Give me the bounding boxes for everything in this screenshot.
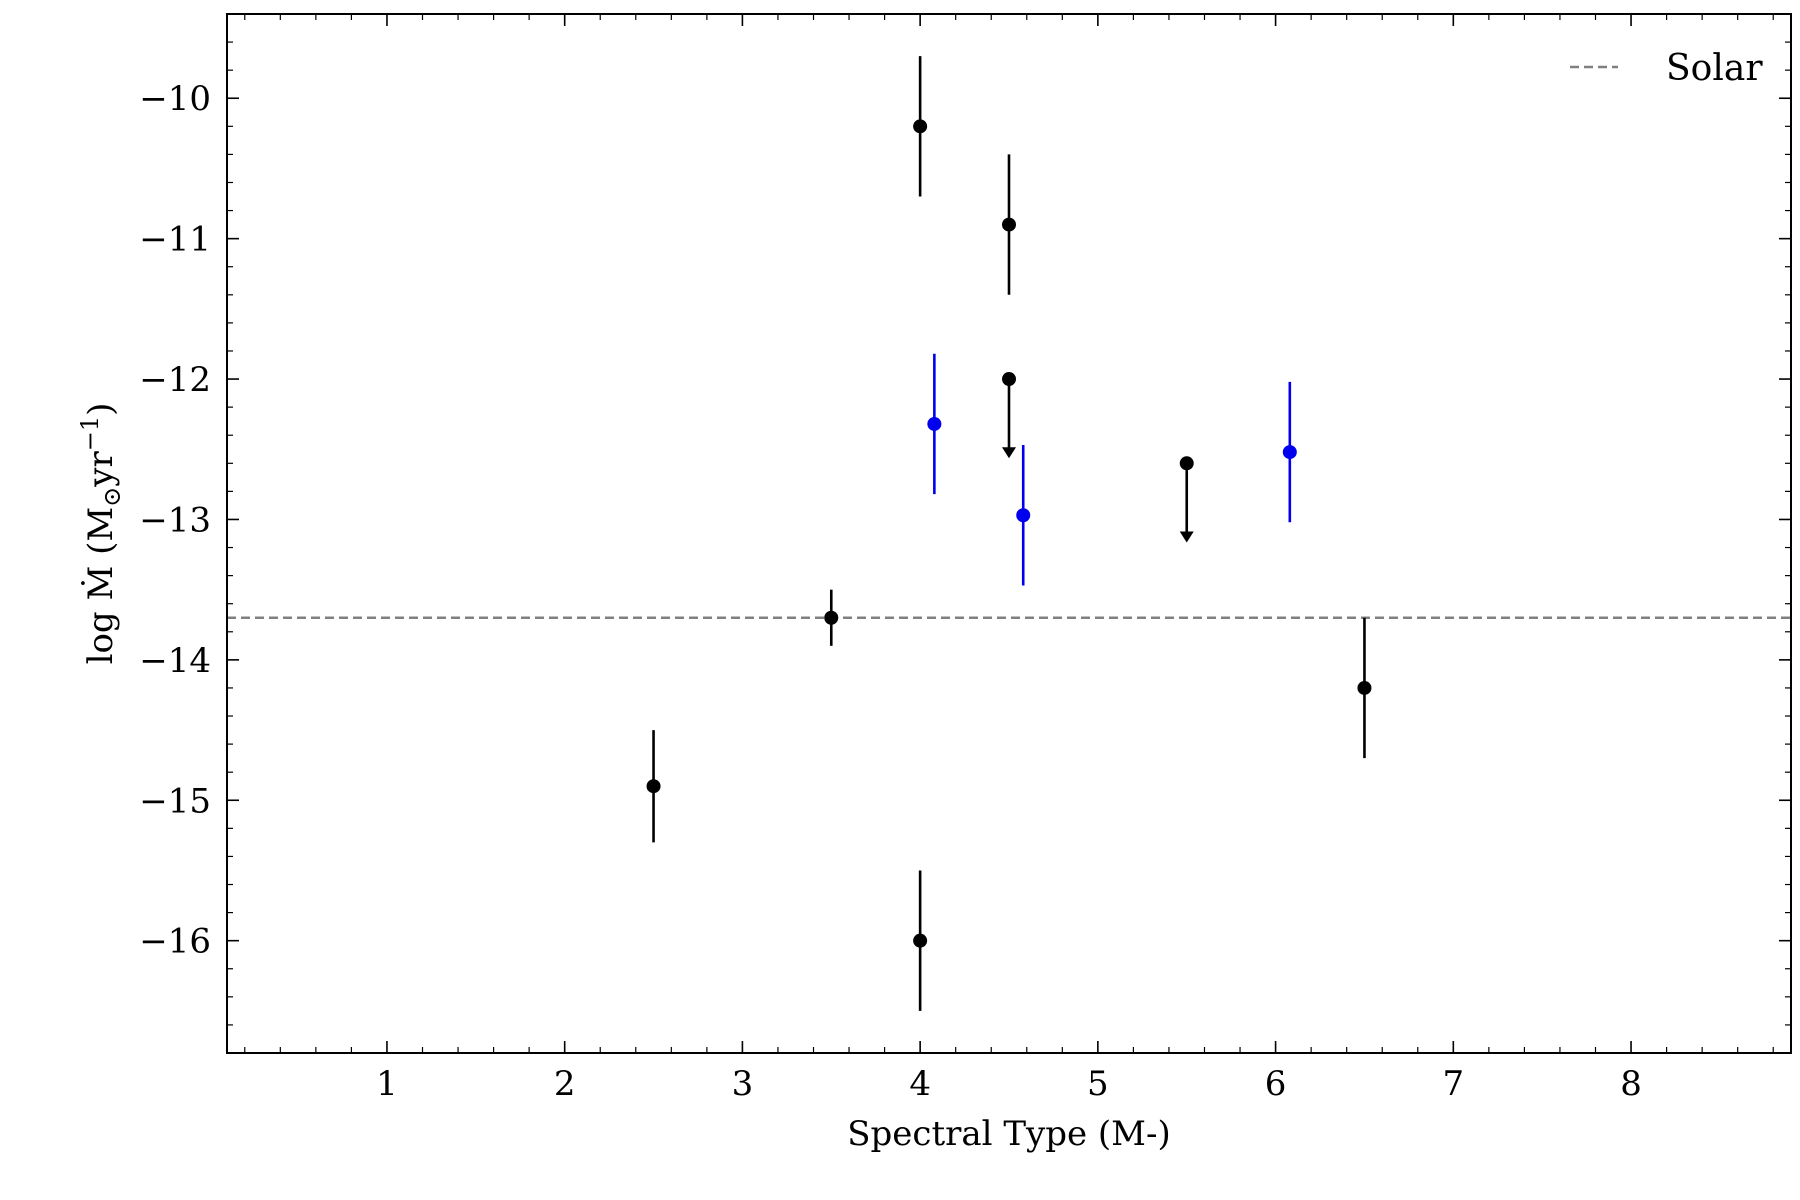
data-point bbox=[1002, 217, 1016, 232]
x-tick-label: 5 bbox=[1087, 1064, 1109, 1104]
x-tick-label: 8 bbox=[1620, 1064, 1642, 1104]
data-point bbox=[913, 119, 928, 134]
y-tick-label: −12 bbox=[139, 360, 211, 400]
marks-layer bbox=[227, 56, 1791, 1011]
y-tick-label: −14 bbox=[139, 641, 211, 681]
data-point bbox=[1282, 445, 1297, 460]
y-tick-label: −15 bbox=[139, 781, 211, 821]
x-tick-label: 7 bbox=[1442, 1064, 1464, 1104]
y-tick-label: −10 bbox=[139, 79, 211, 119]
y-axis-label-unit: yr bbox=[81, 450, 121, 487]
y-axis-label-sun: ⊙ bbox=[98, 487, 126, 507]
y-tick-label: −13 bbox=[139, 500, 211, 540]
y-axis-label: log Ṁ (M⊙yr−1) bbox=[76, 403, 126, 665]
legend: Solar bbox=[1570, 48, 1763, 89]
y-axis-label-suffix: ) bbox=[81, 403, 121, 416]
data-point bbox=[1016, 508, 1031, 523]
plot-frame bbox=[226, 13, 1792, 1054]
x-tick-label: 3 bbox=[732, 1064, 754, 1104]
ticks-layer: 1 2 3 4 5 6 7 8 −10 −11 −12 −13 −14 −15 −16 bbox=[139, 13, 1791, 1104]
data-point bbox=[646, 779, 661, 794]
x-tick-label: 6 bbox=[1265, 1064, 1287, 1104]
data-point bbox=[824, 610, 839, 625]
x-tick-label: 1 bbox=[376, 1064, 398, 1104]
data-point bbox=[927, 416, 942, 431]
x-axis-label: Spectral Type (M-) bbox=[847, 1114, 1171, 1154]
upper-limit-point bbox=[1002, 372, 1016, 387]
legend-solar-label: Solar bbox=[1666, 48, 1763, 89]
data-point bbox=[913, 933, 928, 948]
y-tick-label: −16 bbox=[139, 922, 211, 962]
upper-limit-arrowhead bbox=[1002, 447, 1016, 459]
upper-limit-arrowhead bbox=[1179, 531, 1194, 543]
x-tick-label: 2 bbox=[554, 1064, 576, 1104]
data-point bbox=[1357, 680, 1372, 695]
y-tick-label: −11 bbox=[139, 220, 211, 260]
x-tick-label: 4 bbox=[909, 1064, 931, 1104]
y-axis-label-prefix: log Ṁ (M bbox=[81, 507, 121, 665]
upper-limit-point bbox=[1179, 456, 1194, 471]
y-axis-label-exp: −1 bbox=[76, 416, 104, 451]
